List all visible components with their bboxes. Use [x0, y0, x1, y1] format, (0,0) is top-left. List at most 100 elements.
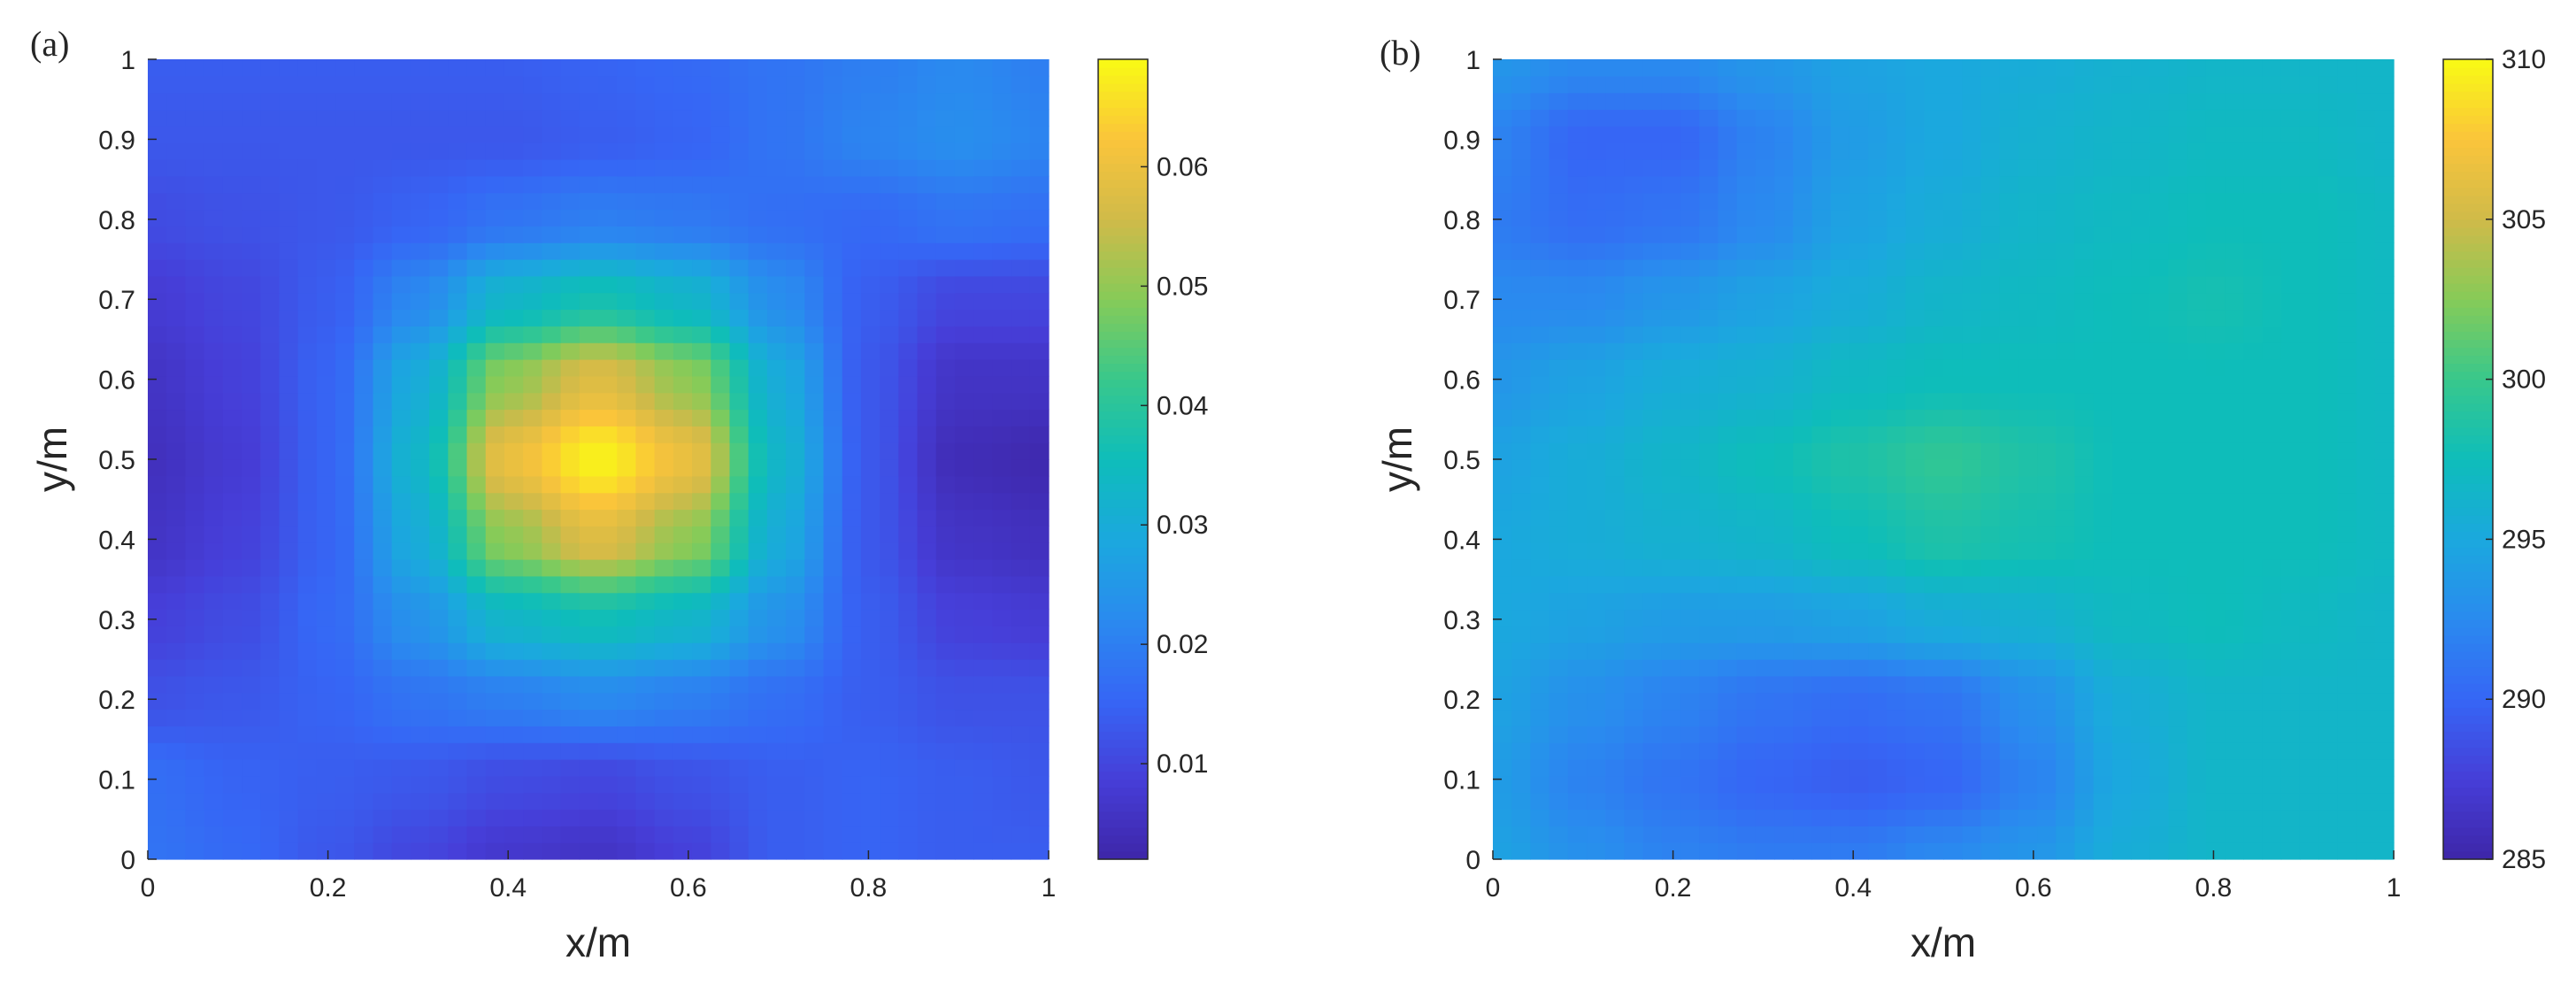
heatmap-cell [1530, 209, 1550, 227]
heatmap-cell [766, 559, 787, 577]
heatmap-cell [2056, 659, 2076, 677]
heatmap-cell [2131, 92, 2150, 111]
heatmap-cell [2074, 492, 2095, 511]
heatmap-cell [1924, 842, 1944, 860]
heatmap-cell [973, 792, 993, 811]
heatmap-cell [2187, 209, 2207, 227]
heatmap-cell [635, 842, 656, 860]
colorbar-segment [2443, 747, 2493, 757]
heatmap-cell [1493, 459, 1512, 477]
heatmap-cell [2225, 375, 2244, 394]
heatmap-cell [391, 209, 411, 227]
heatmap-cell [2074, 259, 2095, 277]
heatmap-cell [1736, 759, 1757, 777]
heatmap-cell [2187, 59, 2207, 77]
heatmap-cell [1924, 675, 1944, 694]
heatmap-cell [880, 326, 899, 343]
heatmap-cell [617, 826, 637, 843]
heatmap-cell [860, 809, 880, 826]
heatmap-cell [1811, 259, 1832, 277]
heatmap-cell [992, 392, 1012, 411]
heatmap-cell [185, 775, 205, 794]
heatmap-cell [354, 142, 374, 160]
heatmap-cell [354, 75, 374, 94]
heatmap-cell [2243, 209, 2264, 227]
heatmap-cell [297, 642, 318, 660]
heatmap-cell [1849, 492, 1869, 511]
heatmap-cell [485, 509, 505, 526]
heatmap-cell [485, 359, 505, 377]
heatmap-cell [973, 175, 993, 194]
heatmap-cell [1830, 142, 1850, 160]
heatmap-cell [2337, 659, 2357, 677]
heatmap-cell [2168, 109, 2188, 127]
heatmap-cell [598, 192, 618, 211]
heatmap-cell [617, 626, 637, 643]
heatmap-cell [504, 575, 524, 594]
heatmap-cell [2131, 675, 2150, 694]
heatmap-cell [2187, 326, 2207, 343]
heatmap-cell [391, 759, 411, 777]
heatmap-cell [316, 442, 336, 460]
heatmap-cell [673, 742, 693, 760]
heatmap-cell [1642, 426, 1663, 443]
heatmap-cell [2149, 626, 2170, 643]
heatmap-cell [2318, 475, 2338, 494]
heatmap-cell [1793, 492, 1813, 511]
heatmap-cell [2187, 542, 2207, 560]
heatmap-cell [148, 692, 167, 711]
heatmap-cell [598, 342, 618, 360]
heatmap-cell [185, 375, 205, 394]
heatmap-cell [2225, 526, 2244, 543]
heatmap-cell [1587, 475, 1606, 494]
heatmap-cell [166, 842, 187, 860]
heatmap-cell [429, 709, 449, 726]
heatmap-cell [917, 109, 937, 127]
heatmap-cell [1624, 275, 1644, 294]
colorbar-segment [1098, 611, 1148, 620]
heatmap-cell [2111, 142, 2132, 160]
heatmap-cell [1493, 126, 1512, 143]
heatmap-cell [992, 759, 1012, 777]
heatmap-cell [2280, 59, 2301, 77]
heatmap-cell [935, 726, 956, 743]
heatmap-cell [654, 442, 674, 460]
heatmap-cell [898, 809, 919, 826]
heatmap-cell [880, 259, 899, 277]
heatmap-cell [992, 509, 1012, 526]
heatmap-cell [354, 742, 374, 760]
heatmap-cell [148, 509, 167, 526]
heatmap-cell [185, 275, 205, 294]
heatmap-cell [1530, 592, 1550, 611]
heatmap-cell [1962, 209, 1982, 227]
heatmap-cell [1962, 775, 1982, 794]
heatmap-cell [466, 809, 487, 826]
heatmap-cell [880, 159, 899, 177]
y-tick-label: 0.5 [1443, 446, 1480, 475]
heatmap-cell [860, 92, 880, 111]
heatmap-cell [1680, 342, 1700, 360]
heatmap-cell [335, 226, 355, 243]
heatmap-cell [1011, 359, 1031, 377]
heatmap-cell [1642, 659, 1663, 677]
heatmap-cell [1642, 675, 1663, 694]
heatmap-cell [692, 659, 711, 677]
heatmap-cell [2074, 375, 2095, 394]
heatmap-cell [2131, 59, 2150, 77]
heatmap-cell [523, 292, 542, 311]
heatmap-cell [373, 175, 393, 194]
heatmap-cell [1718, 475, 1738, 494]
heatmap-cell [2187, 409, 2207, 426]
heatmap-cell [1011, 142, 1031, 160]
heatmap-cell [1793, 742, 1813, 760]
heatmap-cell [1868, 642, 1888, 660]
heatmap-cell [1624, 792, 1644, 811]
heatmap-cell [2037, 259, 2057, 277]
heatmap-cell [2149, 792, 2170, 811]
heatmap-cell [2149, 742, 2170, 760]
heatmap-cell [166, 675, 187, 694]
heatmap-cell [860, 59, 880, 77]
heatmap-cell [1718, 342, 1738, 360]
colorbar-segment [1098, 395, 1148, 404]
heatmap-cell [448, 442, 468, 460]
